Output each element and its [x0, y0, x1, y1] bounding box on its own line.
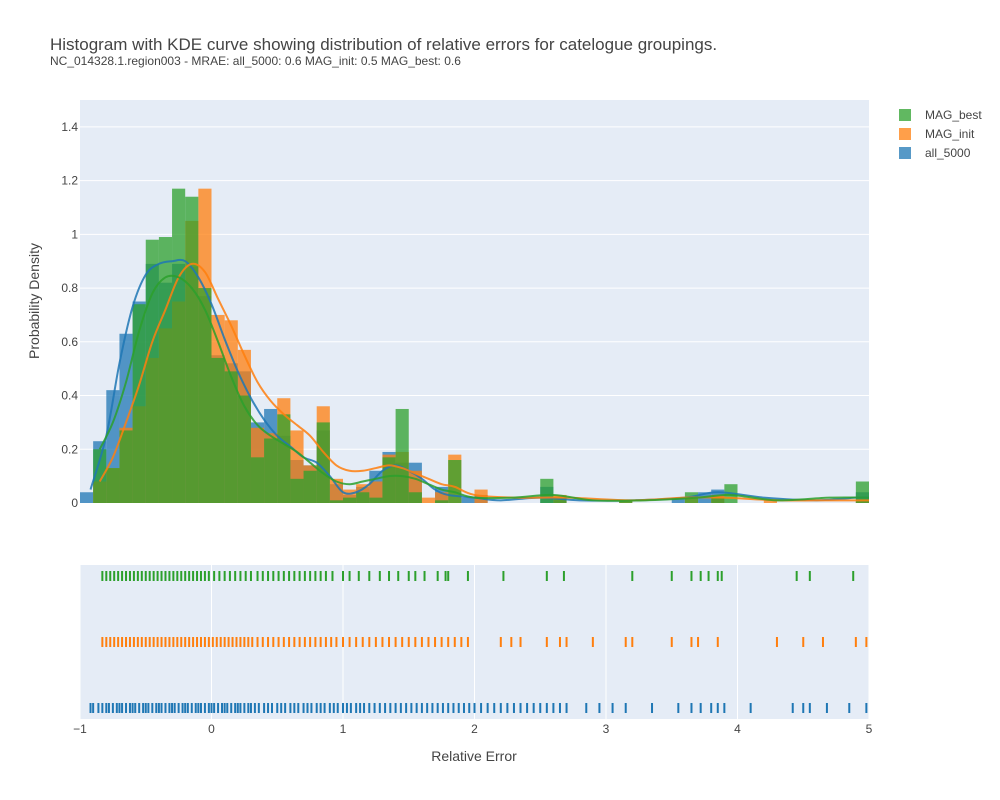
hist-bar — [461, 497, 475, 503]
hist-bar — [277, 414, 291, 503]
x-tick-label: 4 — [734, 722, 741, 736]
hist-bar — [435, 500, 449, 503]
rug-series-all_5000 — [89, 703, 868, 713]
hist-bar — [329, 500, 343, 503]
y-tick-label: 1.4 — [61, 120, 78, 134]
legend[interactable]: MAG_best MAG_init all_5000 — [899, 108, 982, 160]
hist-bar — [382, 457, 396, 503]
legend-label: MAG_init — [925, 127, 975, 141]
legend-label: MAG_best — [925, 108, 982, 122]
hist-bar — [369, 481, 383, 503]
hist-bar — [132, 304, 146, 503]
rug-marks — [89, 571, 868, 713]
legend-label: all_5000 — [925, 146, 971, 160]
hist-bar — [185, 196, 199, 503]
kde-line-MAG_best — [98, 274, 870, 502]
hist-bar — [145, 239, 159, 503]
x-tick-label: 1 — [340, 722, 347, 736]
rug-series-MAG_best — [101, 571, 855, 581]
hist-bar — [343, 497, 357, 503]
hist-bar — [303, 470, 317, 503]
hist-bar — [80, 492, 94, 503]
y-tick-labels: 0 0.2 0.4 0.6 0.8 1 1.2 1.4 — [61, 120, 78, 510]
y-tick-label: 0.4 — [61, 389, 78, 403]
y-tick-label: 0.2 — [61, 442, 78, 456]
y-tick-label: 0.6 — [61, 335, 78, 349]
hist-bar — [106, 468, 120, 503]
hist-bar — [329, 478, 343, 503]
hist-bar — [369, 497, 383, 503]
hist-bar — [198, 288, 212, 503]
y-tick-label: 0 — [71, 496, 78, 510]
hist-bar — [211, 357, 225, 503]
hist-bar — [316, 422, 330, 503]
hist-bar — [93, 449, 107, 503]
legend-swatch — [899, 128, 911, 140]
y-tick-label: 1.2 — [61, 174, 78, 188]
x-tick-label: 0 — [208, 722, 215, 736]
hist-bar — [711, 497, 725, 503]
legend-swatch — [899, 147, 911, 159]
x-tick-label: 3 — [603, 722, 610, 736]
x-tick-label: 2 — [471, 722, 478, 736]
hist-bar — [264, 438, 278, 503]
hist-series-MAG_best — [93, 188, 869, 503]
hist-bar — [421, 497, 436, 503]
hist-bar — [763, 500, 777, 503]
hist-bar — [250, 457, 265, 503]
hist-bar — [237, 395, 251, 503]
kde-curves — [89, 258, 870, 502]
x-tick-label: −1 — [73, 722, 87, 736]
legend-item-MAG_init[interactable]: MAG_init — [899, 127, 975, 141]
hist-bar — [435, 492, 449, 503]
chart-title: Histogram with KDE curve showing distrib… — [50, 35, 717, 54]
hist-bar — [540, 478, 554, 503]
legend-item-all_5000[interactable]: all_5000 — [899, 146, 971, 160]
x-tick-labels: −1 0 1 2 3 4 5 — [73, 722, 873, 736]
hist-bar — [172, 188, 186, 503]
x-tick-label: 5 — [866, 722, 873, 736]
x-axis-title: Relative Error — [431, 748, 517, 764]
hist-bar — [671, 497, 685, 503]
hist-bar — [224, 371, 238, 503]
rug-series-MAG_init — [101, 637, 868, 647]
legend-item-MAG_best[interactable]: MAG_best — [899, 108, 982, 122]
y-axis-title: Probability Density — [26, 243, 42, 359]
hist-bar — [290, 478, 304, 503]
hist-bar — [553, 497, 567, 503]
hist-bar — [356, 492, 370, 503]
legend-swatch — [899, 109, 911, 121]
hist-bar — [119, 430, 133, 503]
chart-subtitle: NC_014328.1.region003 - MRAE: all_5000: … — [50, 54, 461, 68]
hist-bar — [408, 492, 422, 503]
y-tick-label: 0.8 — [61, 281, 78, 295]
histogram-bars — [80, 188, 869, 503]
hist-bar — [395, 408, 409, 503]
y-tick-label: 1 — [71, 227, 78, 241]
